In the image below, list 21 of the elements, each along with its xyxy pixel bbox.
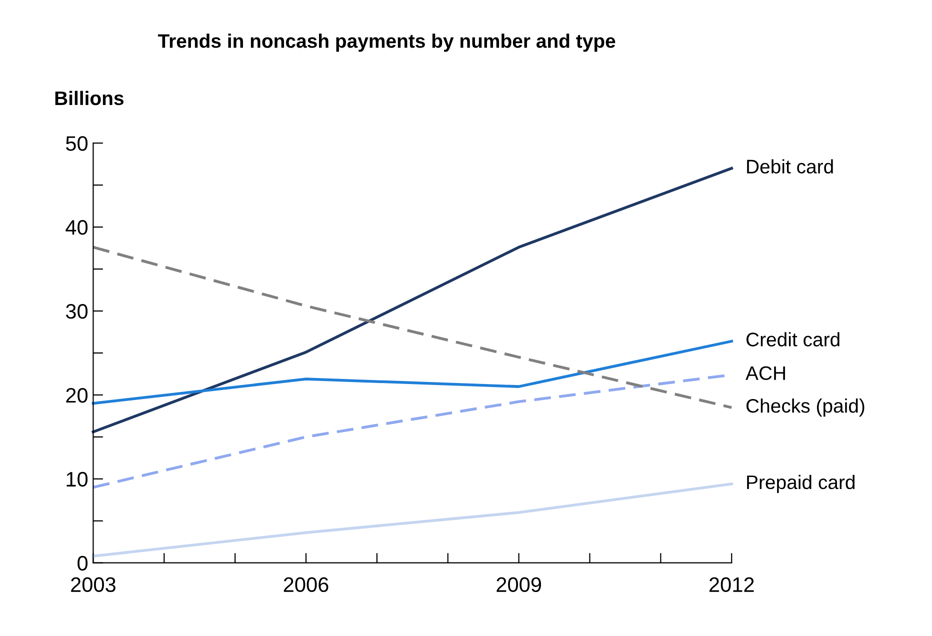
y-tick-label: 10 bbox=[66, 472, 88, 487]
line-series bbox=[92, 340, 734, 405]
line-series bbox=[92, 166, 734, 434]
y-tick-label: 50 bbox=[66, 136, 88, 151]
y-tick-label: 40 bbox=[66, 220, 88, 235]
y-tick-label: 20 bbox=[66, 388, 88, 403]
series-label: ACH bbox=[746, 366, 785, 380]
series-label: Checks (paid) bbox=[746, 398, 864, 417]
line-series bbox=[92, 246, 734, 409]
series-label: Credit card bbox=[746, 332, 840, 346]
y-tick-label: 30 bbox=[66, 304, 88, 319]
line-series bbox=[92, 482, 734, 558]
x-tick-label: 2003 bbox=[71, 577, 116, 592]
chart-title: Trends in noncash payments by number and type bbox=[158, 34, 616, 52]
x-tick-label: 2012 bbox=[710, 577, 754, 592]
series-label: Debit card bbox=[747, 159, 833, 174]
y-axis-title: Billions bbox=[55, 90, 124, 106]
x-tick-label: 2006 bbox=[284, 577, 328, 592]
y-tick-label: 0 bbox=[78, 556, 88, 571]
series-label: Prepaid card bbox=[747, 474, 855, 494]
x-tick-label: 2009 bbox=[496, 577, 541, 592]
